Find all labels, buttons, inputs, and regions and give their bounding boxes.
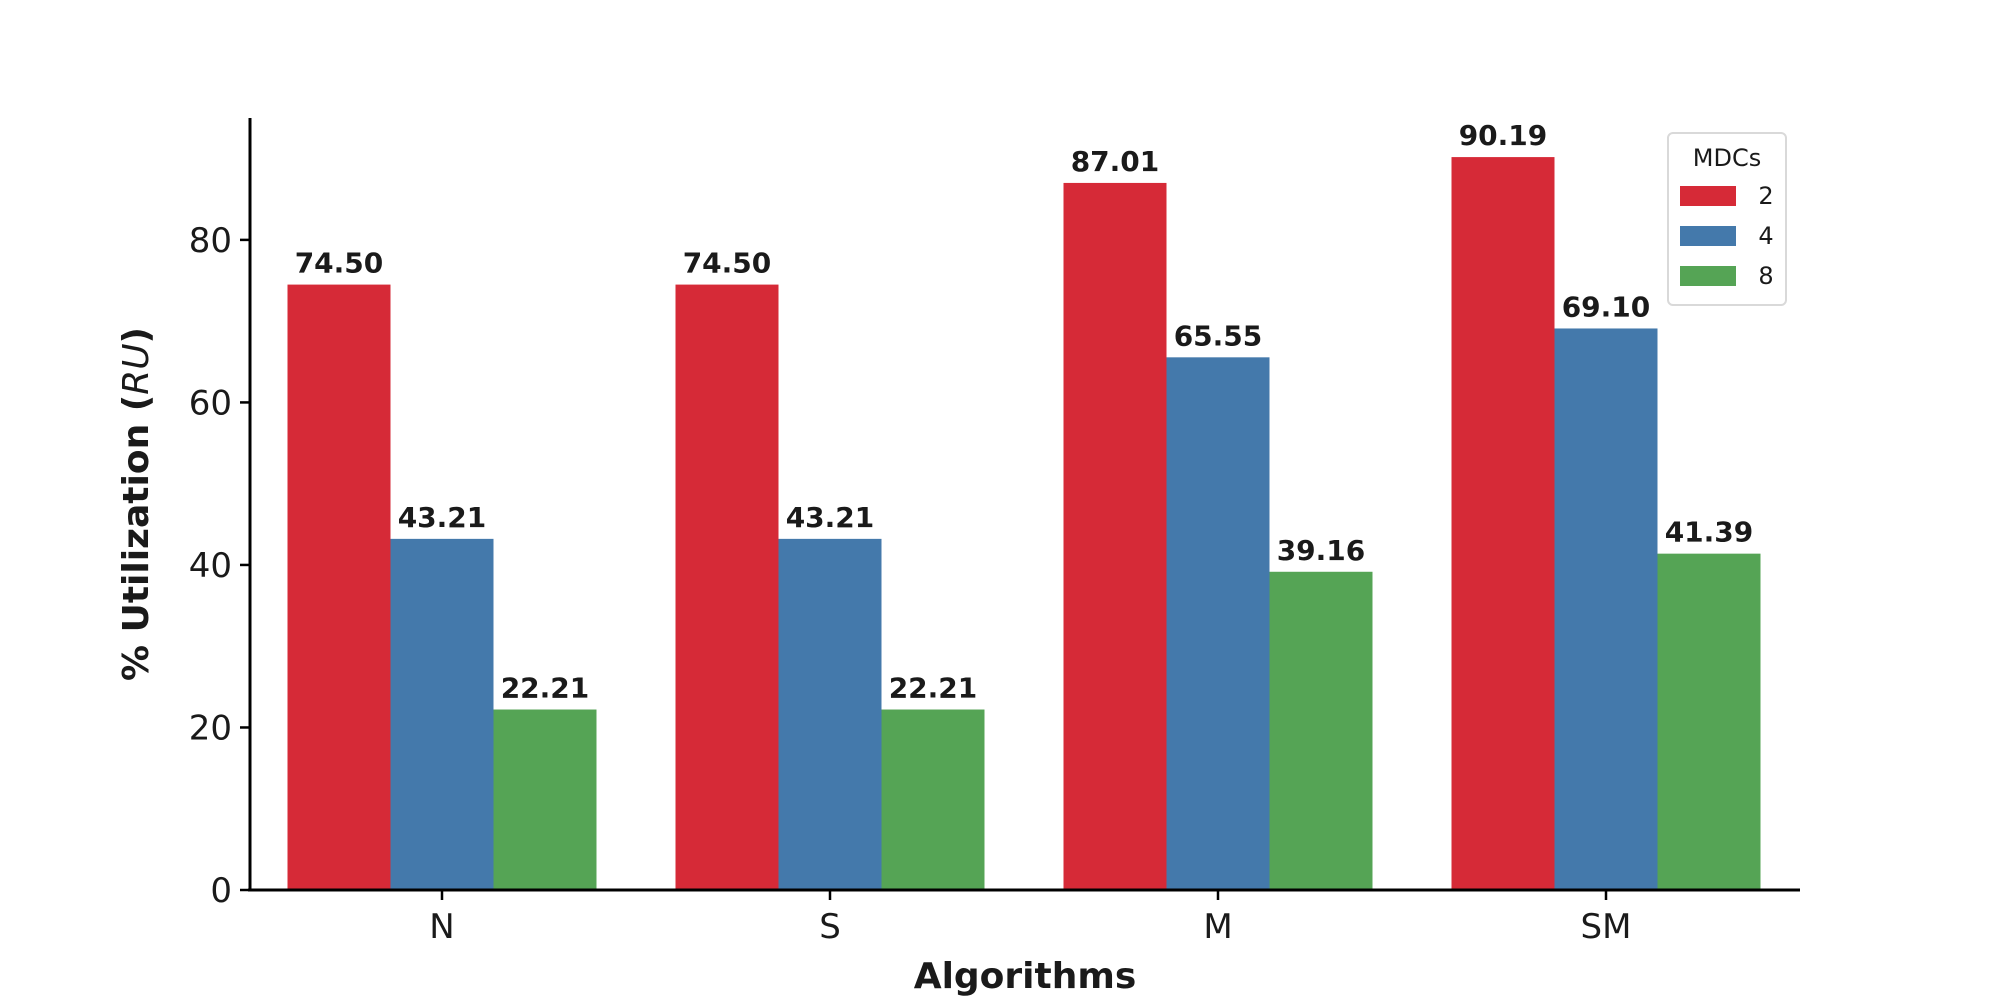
value-label: 22.21: [501, 672, 590, 705]
x-tick-label: SM: [1581, 907, 1632, 947]
y-axis-ticks: 0 20 40 60 80: [189, 221, 250, 911]
y-tick-label: 80: [189, 221, 232, 261]
x-tick-label: M: [1203, 907, 1232, 947]
value-label: 39.16: [1277, 534, 1366, 567]
bar-m-mdc-4: [1166, 357, 1270, 890]
x-tick-label: N: [429, 907, 454, 947]
legend: MDCs 2 4 8: [1667, 132, 1787, 306]
bar-m-mdc-2: [1063, 182, 1167, 890]
value-label: 74.50: [683, 247, 772, 280]
legend-label-8: 8: [1758, 262, 1773, 290]
legend-label-4: 4: [1758, 222, 1773, 250]
value-label: 22.21: [889, 672, 978, 705]
legend-swatch-8: [1680, 266, 1736, 286]
value-label: 65.55: [1174, 319, 1263, 352]
bar-n-mdc-8: [493, 709, 597, 890]
value-labels-group: 74.50 74.50 87.01 90.19 43.21 43.21 65.55 69.10…: [295, 119, 1754, 704]
legend-label-2: 2: [1758, 182, 1773, 210]
legend-swatch-2: [1680, 186, 1736, 206]
bar-n-mdc-2: [287, 284, 391, 890]
x-tick-label: S: [819, 907, 841, 947]
bar-sm-mdc-2: [1451, 157, 1555, 890]
y-axis-title: % Utilization (RU): [116, 327, 157, 681]
value-label: 74.50: [295, 247, 384, 280]
legend-swatch-4: [1680, 226, 1736, 246]
value-label: 43.21: [786, 501, 875, 534]
bar-sm-mdc-4: [1554, 328, 1658, 891]
value-label: 69.10: [1562, 290, 1651, 323]
y-tick-label: 20: [189, 708, 232, 748]
value-label: 90.19: [1459, 119, 1548, 152]
y-tick-label: 60: [189, 383, 232, 423]
value-label: 41.39: [1665, 516, 1754, 549]
value-label: 87.01: [1071, 145, 1160, 178]
bar-sm-mdc-8: [1657, 553, 1761, 890]
bars-group: [287, 157, 1761, 891]
legend-frame: [1667, 132, 1787, 306]
value-label: 43.21: [398, 501, 487, 534]
x-axis-ticks: N S M SM: [429, 890, 1631, 947]
x-axis-title: Algorithms: [914, 956, 1137, 997]
bar-s-mdc-8: [881, 709, 985, 890]
bar-n-mdc-4: [390, 538, 494, 890]
bar-s-mdc-2: [675, 284, 779, 890]
legend-items: 2 4 8: [1680, 182, 1774, 290]
legend-title: MDCs: [1693, 144, 1761, 172]
bar-s-mdc-4: [778, 538, 882, 890]
y-tick-label: 0: [210, 871, 232, 911]
y-tick-label: 40: [189, 546, 232, 586]
bar-m-mdc-8: [1269, 571, 1373, 890]
